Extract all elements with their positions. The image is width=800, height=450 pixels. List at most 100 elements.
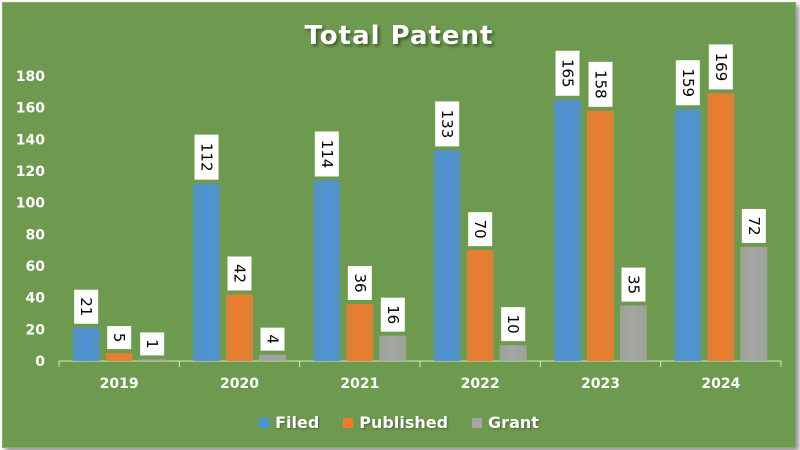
bar-published <box>226 294 253 361</box>
y-tick-label: 20 <box>26 322 46 338</box>
bar-filed <box>72 327 100 361</box>
bar-grant <box>259 354 286 361</box>
data-label: 42 <box>227 256 252 291</box>
data-label-box <box>260 327 285 351</box>
y-tick-label: 100 <box>16 196 45 212</box>
bar-filed <box>193 183 220 361</box>
bar-grant <box>740 247 768 361</box>
legend-swatch <box>472 417 483 428</box>
data-label: 36 <box>347 266 372 300</box>
data-label-box <box>227 256 252 291</box>
data-label: 21 <box>74 289 99 324</box>
bar-published <box>587 110 614 361</box>
x-tick-label: 2020 <box>220 376 259 392</box>
data-label-box <box>380 297 405 332</box>
data-label-text: 159 <box>679 68 697 97</box>
data-label: 10 <box>501 307 526 342</box>
data-label-text: 35 <box>625 275 643 294</box>
bar-filed <box>674 109 702 361</box>
x-tick-label: 2023 <box>581 376 620 392</box>
data-label-box <box>107 326 132 350</box>
x-tick-label: 2021 <box>340 376 379 392</box>
legend-swatch <box>343 417 354 428</box>
legend-label: Published <box>359 413 449 432</box>
data-label-text: 169 <box>712 53 730 82</box>
data-label-text: 10 <box>504 315 522 334</box>
data-label: 16 <box>380 297 405 332</box>
data-label-text: 72 <box>745 216 763 235</box>
bar-grant <box>499 345 527 361</box>
data-label: 35 <box>621 267 646 302</box>
data-label-box <box>555 50 580 96</box>
data-label-box <box>347 266 372 300</box>
data-label: 165 <box>555 50 580 96</box>
bar-published <box>707 93 735 362</box>
data-label: 114 <box>314 131 339 177</box>
bar-grant <box>138 359 166 361</box>
legend-label: Grant <box>488 413 539 432</box>
y-tick-label: 120 <box>16 164 45 180</box>
legend-swatch <box>259 417 270 428</box>
data-label: 5 <box>107 326 132 350</box>
data-label-box <box>140 332 165 356</box>
data-label-box <box>314 131 339 177</box>
data-label-text: 112 <box>198 143 216 172</box>
bar-grant <box>620 305 647 361</box>
data-label-text: 1 <box>143 339 161 349</box>
data-label: 159 <box>675 60 700 106</box>
legend-label: Filed <box>275 413 320 432</box>
data-label: 112 <box>194 134 219 180</box>
y-tick-label: 160 <box>16 101 45 117</box>
y-tick-label: 140 <box>16 132 45 148</box>
y-tick-label: 80 <box>26 227 46 243</box>
data-label-text: 133 <box>438 110 456 139</box>
data-label: 133 <box>435 101 460 147</box>
data-label-text: 42 <box>231 264 249 283</box>
data-label: 70 <box>468 212 493 247</box>
data-label-box <box>194 134 219 180</box>
y-tick-label: 60 <box>26 259 46 275</box>
bar-filed <box>554 99 581 361</box>
data-label-box <box>74 289 99 324</box>
legend-item-filed: Filed <box>259 413 319 432</box>
data-label-box <box>435 101 460 147</box>
data-label-text: 5 <box>110 333 128 343</box>
chart-title: Total Patent <box>304 21 494 51</box>
data-label-box <box>708 44 733 90</box>
x-tick-label: 2024 <box>701 376 740 392</box>
y-tick-label: 0 <box>35 354 45 370</box>
data-label-box <box>741 209 766 243</box>
data-label-box <box>675 60 700 106</box>
bar-published <box>466 250 494 361</box>
data-label: 1 <box>140 332 165 356</box>
data-label-text: 70 <box>471 220 489 239</box>
data-label-box <box>501 307 526 342</box>
bar-chart: 0 20 40 60 80 100 120 140 160 180 2019 2020 2021 2022… <box>16 44 782 392</box>
bar-published <box>346 304 374 361</box>
data-label-text: 16 <box>384 305 402 324</box>
bar-filed <box>433 150 461 361</box>
data-label-box <box>468 212 493 247</box>
bar-published <box>105 353 133 361</box>
legend: Filed Published Grant <box>3 413 795 432</box>
x-tick-label: 2022 <box>461 376 500 392</box>
data-label: 72 <box>741 209 766 243</box>
data-label: 4 <box>260 327 285 351</box>
y-tick-label: 40 <box>26 291 46 307</box>
data-label-box <box>588 61 613 107</box>
data-label-text: 165 <box>559 59 577 88</box>
data-label-text: 4 <box>264 334 282 344</box>
y-tick-label: 180 <box>16 69 45 85</box>
data-label: 158 <box>588 61 613 107</box>
bar-grant <box>379 335 407 361</box>
legend-item-published: Published <box>343 413 448 432</box>
data-label: 169 <box>708 44 733 90</box>
data-label-text: 158 <box>592 70 610 99</box>
bar-filed <box>313 180 341 361</box>
x-tick-label: 2019 <box>100 376 139 392</box>
data-label-text: 36 <box>351 273 369 292</box>
data-label-box <box>621 267 646 302</box>
data-label-text: 114 <box>318 140 336 169</box>
legend-item-grant: Grant <box>472 413 539 432</box>
